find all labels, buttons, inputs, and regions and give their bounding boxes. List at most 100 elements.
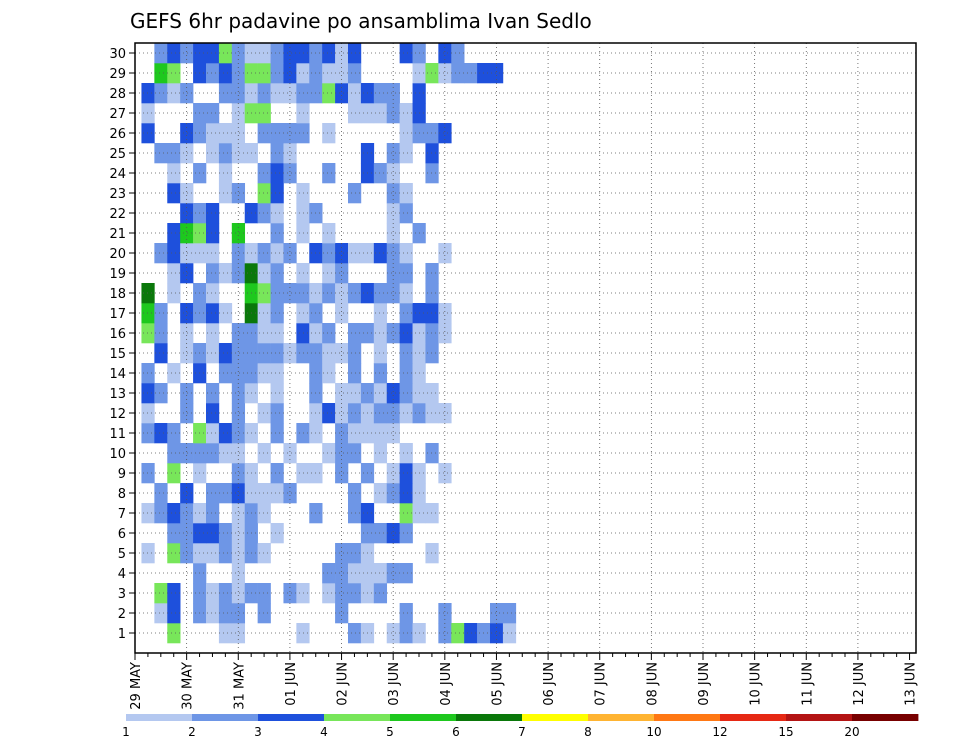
precip-cell	[399, 203, 413, 224]
precip-cell	[180, 383, 194, 404]
y-tick-label: 9	[118, 467, 126, 482]
precip-cell	[257, 583, 271, 604]
precip-cell	[399, 483, 413, 504]
precip-cell	[231, 383, 246, 404]
precip-cell	[206, 203, 220, 224]
colorbar-swatch	[324, 714, 391, 721]
precip-cell	[425, 163, 439, 184]
precip-cell	[141, 283, 155, 304]
precip-cell	[335, 543, 349, 564]
y-tick-label: 29	[109, 67, 126, 82]
precip-cell	[206, 383, 220, 404]
colorbar-label: 10	[646, 725, 661, 739]
y-tick-label: 23	[109, 187, 126, 202]
precip-cell	[348, 483, 362, 504]
precip-cell	[141, 403, 155, 424]
precip-cell	[218, 423, 233, 444]
colorbar-swatch	[258, 714, 325, 721]
colorbar-label: 7	[518, 725, 526, 739]
precip-cell	[218, 523, 233, 544]
precip-cell	[167, 183, 181, 204]
precip-cell	[502, 623, 517, 644]
precip-cell	[425, 443, 439, 464]
precip-cell	[206, 303, 220, 324]
x-tick-label: 05 JUN	[490, 662, 505, 706]
y-tick-label: 13	[109, 387, 126, 402]
precip-cell	[231, 223, 246, 244]
precip-cell	[180, 543, 194, 564]
precip-cell	[167, 283, 181, 304]
precip-cell	[399, 503, 413, 524]
precip-cell	[296, 283, 310, 304]
precip-cell	[335, 43, 349, 64]
precip-cell	[296, 463, 310, 484]
precip-cell	[322, 43, 336, 64]
precip-cell	[231, 343, 246, 364]
precip-cell	[231, 123, 246, 144]
precip-cell	[399, 623, 413, 644]
precip-cell	[141, 323, 155, 344]
precip-cell	[231, 543, 246, 564]
precip-cell	[231, 403, 246, 424]
precip-cell	[154, 43, 168, 64]
precip-cell	[386, 203, 400, 224]
precip-cell	[322, 243, 336, 264]
precip-cell	[296, 223, 310, 244]
precip-cell	[154, 603, 168, 624]
precip-cell	[206, 143, 220, 164]
precip-cell	[231, 523, 246, 544]
precip-cell	[283, 583, 297, 604]
precip-cell	[348, 563, 362, 584]
colorbar-swatch	[390, 714, 457, 721]
precip-cell	[231, 63, 246, 84]
precip-cell	[322, 263, 336, 284]
precip-cell	[270, 223, 284, 244]
precip-cell	[231, 583, 246, 604]
precip-cell	[270, 63, 284, 84]
precip-cell	[218, 63, 233, 84]
precip-cell	[270, 203, 284, 224]
precip-cell	[425, 343, 439, 364]
precip-cell	[373, 103, 388, 124]
precip-cell	[425, 143, 439, 164]
precip-cell	[296, 63, 310, 84]
precip-cell	[373, 403, 388, 424]
colorbar-label: 2	[188, 725, 196, 739]
precip-cell	[180, 263, 194, 284]
precip-cell	[322, 403, 336, 424]
precip-cell	[425, 63, 439, 84]
precip-cell	[399, 143, 413, 164]
precip-cell	[257, 543, 271, 564]
grid-lines	[135, 43, 916, 653]
y-tick-label: 20	[109, 247, 126, 262]
precip-cell	[231, 363, 246, 384]
precip-cell	[141, 423, 155, 444]
precip-cell	[348, 363, 362, 384]
precip-cell	[322, 583, 336, 604]
precip-cell	[335, 263, 349, 284]
precip-cell	[373, 483, 388, 504]
precip-cell	[141, 383, 155, 404]
precip-cell	[451, 63, 465, 84]
y-tick-label: 28	[109, 87, 126, 102]
precip-cell	[322, 563, 336, 584]
precip-cell	[218, 583, 233, 604]
precip-cell	[206, 223, 220, 244]
precip-cell	[322, 163, 336, 184]
precip-cell	[167, 43, 181, 64]
precip-cell	[296, 303, 310, 324]
precip-cell	[386, 523, 400, 544]
y-tick-label: 14	[109, 367, 126, 382]
precip-cell	[283, 43, 297, 64]
precip-cell	[386, 403, 400, 424]
precip-cell	[206, 103, 220, 124]
precip-cell	[399, 463, 413, 484]
precip-cell	[438, 463, 452, 484]
precip-cell	[425, 123, 439, 144]
colorbar-swatch	[720, 714, 787, 721]
precip-cell	[399, 523, 413, 544]
precip-cell	[231, 483, 246, 504]
precip-cell	[502, 603, 517, 624]
precip-cell	[231, 43, 246, 64]
